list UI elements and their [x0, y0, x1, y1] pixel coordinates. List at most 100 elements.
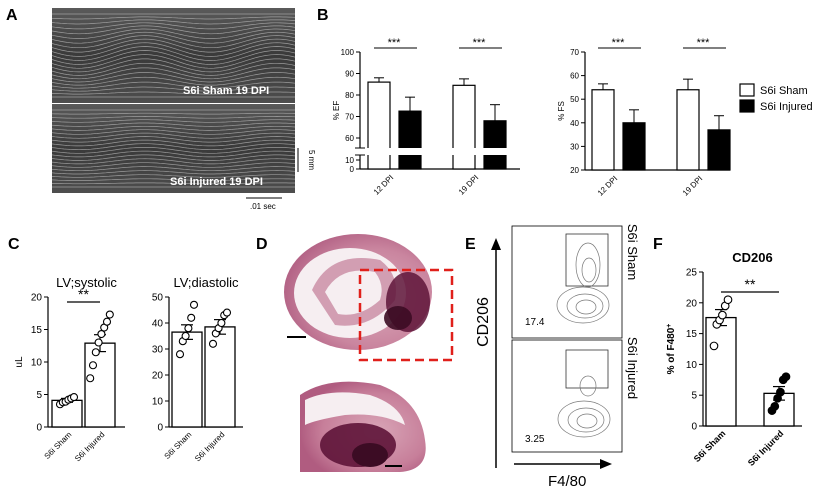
ef-tick-label: 90	[345, 70, 354, 79]
cd206-tick-label: 15	[686, 329, 698, 340]
flow-pct-sham: 17.4	[525, 317, 545, 328]
systolic-tick-label: 20	[31, 293, 43, 304]
diastolic-data-point	[187, 313, 196, 322]
flow-group-injured: S6i Injured	[625, 337, 640, 399]
legend-label-injured: S6i Injured	[760, 101, 813, 113]
echo-trace-line	[51, 122, 296, 127]
ef-bar	[367, 81, 391, 170]
cd206-tick-label: 0	[691, 422, 697, 433]
cd206-category-label: S6i Injured	[746, 428, 786, 468]
systolic-data-point	[94, 338, 103, 347]
systolic-tick-label: 0	[36, 423, 42, 434]
flow-pct-injured: 3.25	[525, 434, 545, 445]
fs-tick-label: 30	[570, 142, 579, 151]
echo-label-injured: S6i Injured 19 DPI	[170, 176, 263, 188]
fs-bar	[707, 129, 731, 171]
ef-chart: 010 60 70 80 90 100 % EF 12 DPI *** 19 DPI ***	[332, 37, 525, 197]
scale-label-horizontal: .01 sec	[250, 202, 276, 211]
panel-label-f: F	[653, 236, 663, 253]
flow-group-sham: S6i Sham	[625, 224, 640, 280]
diastolic-tick-label: 50	[152, 293, 164, 304]
echo-trace-line	[51, 116, 296, 119]
echo-trace-line	[51, 31, 296, 44]
fs-tick-label: 50	[570, 95, 579, 104]
systolic-data-point	[102, 317, 112, 326]
echo-trace-line	[51, 136, 296, 143]
echo-trace-line	[52, 182, 295, 185]
echo-trace-line	[51, 143, 296, 151]
fs-sig-label: ***	[612, 37, 626, 49]
scale-label-vertical: 5 mm	[307, 150, 316, 170]
echo-trace-line	[51, 35, 296, 49]
legend: S6i Sham S6i Injured	[739, 83, 813, 113]
echo-image-injured: S6i Injured 19 DPI	[51, 104, 296, 193]
ef-tick-label: 10	[345, 156, 354, 165]
echo-trace-line	[51, 81, 296, 89]
diastolic-data-point	[217, 318, 226, 328]
fs-tick-label: 40	[570, 119, 579, 128]
echo-trace-line	[51, 28, 296, 39]
flow-panel: CD206 F4/80 17.4 S6i Sham	[475, 224, 640, 490]
panel-label-b: B	[317, 7, 329, 24]
fs-chart: 20 30 40 50 60 70 % FS 12 DPI *** 19 DPI ***	[557, 37, 731, 198]
panel-label-e: E	[465, 236, 476, 253]
flow-gate-sham	[565, 233, 609, 287]
systolic-sig-label: **	[78, 286, 89, 302]
fs-category-label: 19 DPI	[681, 174, 705, 198]
systolic-chart: LV;systolic 0 5 10 15 20 uL S6i Sham S6i Injured…	[14, 275, 125, 463]
systolic-tick-label: 10	[31, 358, 43, 369]
fs-y-label: % FS	[557, 101, 566, 121]
cd206-y-label: % of F480+	[666, 324, 678, 375]
echo-trace-line	[51, 119, 296, 123]
fs-bar	[622, 122, 646, 171]
echo-panel: S6i Sham 19 DPI S6i Injured 19 DPI 5 mm …	[51, 8, 316, 211]
histology-section-whole	[284, 234, 432, 350]
ef-tick-label: 60	[345, 134, 354, 143]
fs-sig-label: ***	[697, 37, 711, 49]
echo-image-sham: S6i Sham 19 DPI	[51, 8, 296, 103]
ef-tick-label: 0	[350, 165, 355, 174]
diastolic-data-point	[181, 331, 190, 341]
echo-trace-line	[51, 50, 296, 65]
diastolic-data-point	[222, 308, 232, 317]
ef-sig-label: ***	[388, 37, 402, 49]
zoom-box	[358, 268, 454, 362]
echo-trace-line	[51, 25, 296, 35]
systolic-category-label: S6i Sham	[43, 430, 74, 461]
diastolic-data-point	[184, 324, 193, 333]
fs-category-label: 12 DPI	[596, 174, 620, 198]
systolic-data-point	[88, 361, 98, 370]
diastolic-data-point	[189, 300, 199, 309]
systolic-y-label: uL	[14, 356, 25, 368]
diastolic-tick-label: 40	[152, 319, 164, 330]
systolic-category-label: S6i Injured	[73, 430, 106, 463]
echo-trace-line	[51, 132, 296, 139]
diastolic-chart: LV;diastolic 0 10 20 30 40 50 S6i Sham S6i Injur…	[152, 275, 243, 463]
echo-trace-line	[51, 166, 296, 172]
cd206-chart: CD206 0 5 10 15 20 25 % of F480+ S6i Sham S6i Inj…	[666, 250, 802, 468]
fs-tick-label: 20	[570, 166, 579, 175]
ef-category-label: 19 DPI	[457, 173, 481, 197]
cd206-data-point	[718, 310, 727, 320]
cd206-bar	[705, 316, 737, 427]
echo-trace-line	[51, 125, 296, 131]
ef-y-label: % EF	[332, 101, 341, 121]
cd206-category-label: S6i Sham	[692, 428, 728, 464]
fs-tick-label: 70	[570, 48, 579, 57]
echo-trace-line	[51, 170, 296, 175]
histology-panel	[284, 234, 454, 472]
legend-swatch-injured	[739, 99, 755, 113]
echo-trace-line	[51, 162, 296, 168]
diastolic-tick-label: 30	[152, 345, 164, 356]
cd206-data-point	[770, 401, 780, 411]
diastolic-tick-label: 0	[157, 423, 163, 434]
systolic-data-point	[69, 393, 79, 402]
ef-bar	[398, 110, 422, 170]
fs-tick-label: 60	[570, 72, 579, 81]
echo-trace-line	[51, 46, 296, 61]
echo-trace-line	[51, 22, 296, 30]
panel-label-a: A	[6, 7, 18, 24]
ef-category-label: 12 DPI	[372, 173, 396, 197]
echo-trace-line	[51, 72, 296, 83]
panel-label-d: D	[256, 236, 268, 253]
